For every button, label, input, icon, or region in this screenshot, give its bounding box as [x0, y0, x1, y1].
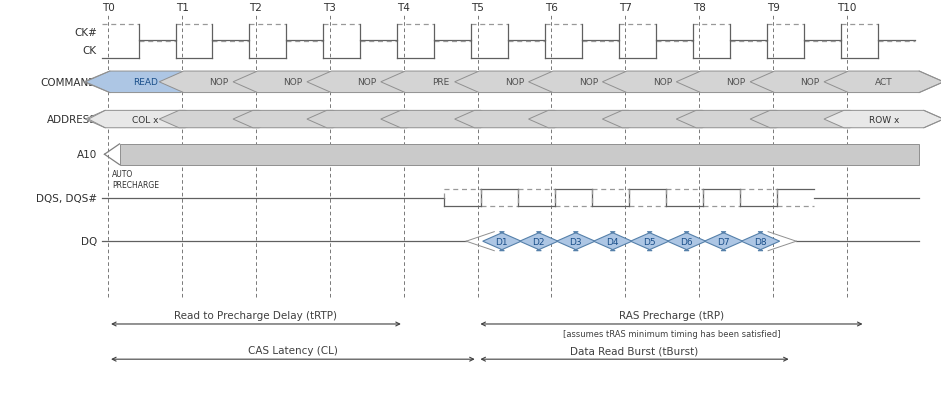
Text: Read to Precharge Delay (tRTP): Read to Precharge Delay (tRTP) [174, 310, 338, 320]
Polygon shape [159, 72, 279, 93]
Text: ROW x: ROW x [869, 115, 899, 124]
Text: ACT: ACT [875, 78, 893, 87]
Text: T8: T8 [693, 3, 706, 13]
Polygon shape [602, 111, 722, 128]
Text: NOP: NOP [653, 78, 672, 87]
Text: NOP: NOP [505, 78, 524, 87]
Polygon shape [556, 232, 595, 251]
Polygon shape [307, 72, 426, 93]
Text: NOP: NOP [579, 78, 598, 87]
Text: T2: T2 [249, 3, 263, 13]
Text: PRE: PRE [432, 78, 449, 87]
Text: COL x: COL x [132, 115, 158, 124]
Polygon shape [381, 111, 501, 128]
Text: CAS Latency (CL): CAS Latency (CL) [247, 345, 338, 355]
Text: DQ: DQ [81, 237, 97, 247]
Text: [assumes tRAS minimum timing has been satisfied]: [assumes tRAS minimum timing has been sa… [563, 329, 780, 338]
Polygon shape [86, 111, 205, 128]
Text: NOP: NOP [283, 78, 302, 87]
Text: T9: T9 [767, 3, 779, 13]
Text: AUTO
PRECHARGE: AUTO PRECHARGE [112, 169, 159, 190]
Text: D7: D7 [717, 237, 730, 246]
Text: NOP: NOP [210, 78, 229, 87]
Polygon shape [630, 232, 669, 251]
Text: NOP: NOP [801, 78, 820, 87]
Polygon shape [602, 72, 722, 93]
Text: T7: T7 [619, 3, 631, 13]
Text: T4: T4 [397, 3, 410, 13]
Bar [120, 145, 919, 165]
Polygon shape [455, 111, 574, 128]
Text: NOP: NOP [726, 78, 745, 87]
Polygon shape [677, 72, 796, 93]
Text: T1: T1 [176, 3, 188, 13]
Text: RAS Precharge (tRP): RAS Precharge (tRP) [619, 310, 724, 320]
Polygon shape [233, 111, 353, 128]
Text: NOP: NOP [358, 78, 376, 87]
Polygon shape [750, 111, 869, 128]
Polygon shape [483, 232, 521, 251]
Text: READ: READ [133, 78, 157, 87]
Text: COMMAND: COMMAND [40, 78, 97, 88]
Polygon shape [750, 72, 869, 93]
Text: T10: T10 [837, 3, 856, 13]
Text: ADDRESS: ADDRESS [47, 115, 97, 125]
Text: D1: D1 [496, 237, 508, 246]
Polygon shape [455, 72, 574, 93]
Text: Data Read Burst (tBurst): Data Read Burst (tBurst) [570, 345, 698, 355]
Text: D5: D5 [644, 237, 656, 246]
Text: A10: A10 [76, 150, 97, 160]
Text: T5: T5 [471, 3, 484, 13]
Text: T6: T6 [545, 3, 558, 13]
Polygon shape [519, 232, 558, 251]
Polygon shape [86, 72, 205, 93]
Text: D2: D2 [533, 237, 545, 246]
Polygon shape [742, 232, 780, 251]
Polygon shape [704, 232, 742, 251]
Polygon shape [667, 232, 706, 251]
Text: D3: D3 [569, 237, 582, 246]
Polygon shape [529, 72, 648, 93]
Polygon shape [824, 111, 941, 128]
Text: T3: T3 [324, 3, 336, 13]
Text: T0: T0 [102, 3, 115, 13]
Text: D8: D8 [754, 237, 767, 246]
Polygon shape [677, 111, 796, 128]
Polygon shape [233, 72, 353, 93]
Polygon shape [594, 232, 632, 251]
Polygon shape [529, 111, 648, 128]
Text: D4: D4 [607, 237, 619, 246]
Polygon shape [159, 111, 279, 128]
Text: D6: D6 [680, 237, 693, 246]
Polygon shape [824, 72, 941, 93]
Text: DQS, DQS#: DQS, DQS# [36, 193, 97, 203]
Text: CK: CK [83, 45, 97, 55]
Polygon shape [381, 72, 501, 93]
Polygon shape [307, 111, 426, 128]
Text: CK#: CK# [74, 28, 97, 38]
